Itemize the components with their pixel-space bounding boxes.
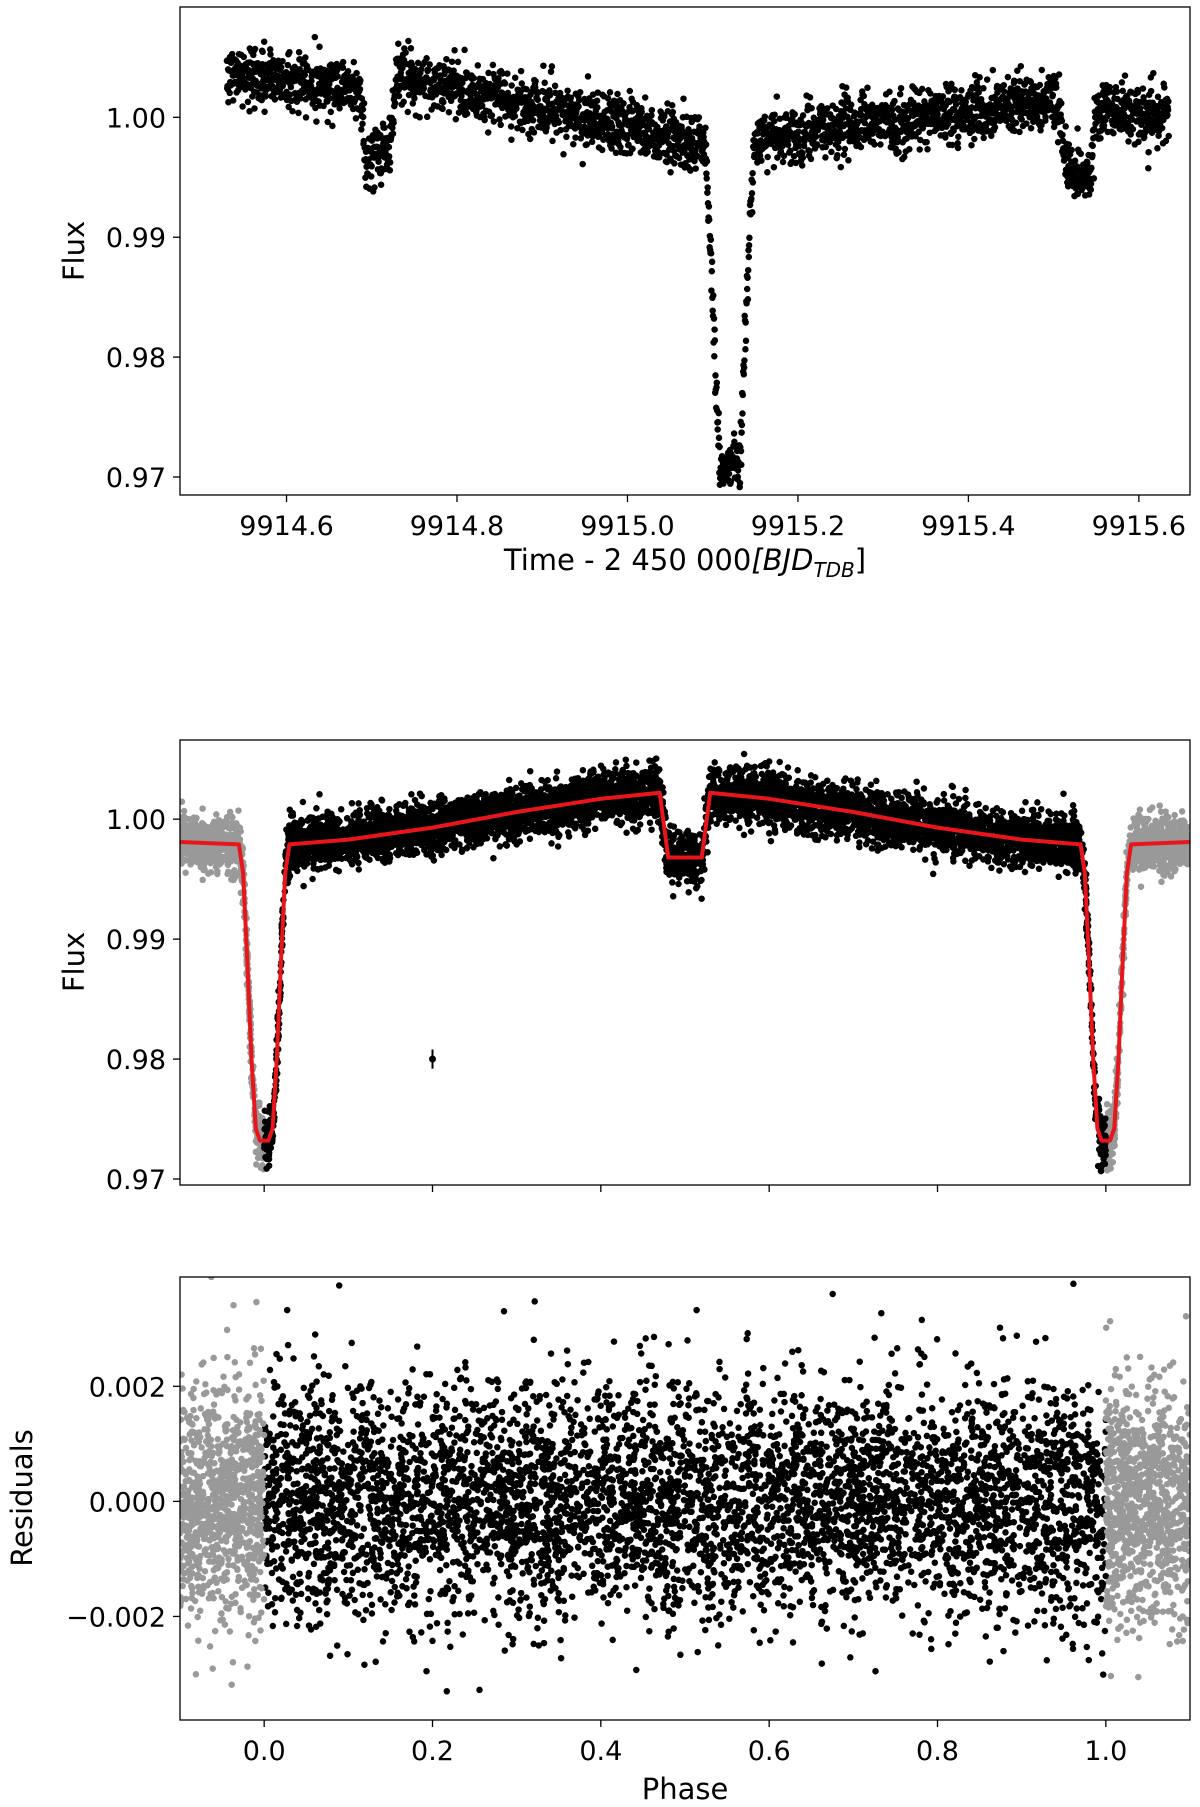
x-tick-label: 0.2 [411,1736,454,1767]
model-curve [180,790,1190,1143]
light-curve-x-axis-label: Time - 2 450 000[BJDTDB] [503,543,866,582]
light-curve-points [223,33,1172,491]
light-curve-panel: 9914.6 9914.8 9915.0 9915.2 9915.4 9915.6 0.97… [57,6,1191,582]
phase-folded-model [180,790,1190,1143]
residual-data-points [261,1280,1110,1695]
extended-phase-points-left [180,798,268,1173]
x-tick-label: 0.6 [748,1736,791,1767]
extended-residual-points [1102,1313,1190,1681]
x-tick-label: 0.0 [243,1736,286,1767]
residuals-ticks: 0.0 0.2 0.4 0.6 0.8 1.0 −0.002 0.000 0.002 [66,1372,1127,1767]
flux-data-points [223,33,1172,491]
phase-flux-points [261,750,1109,1175]
x-axis-label-subscript: TDB [813,558,854,582]
extended-residual-points [180,1277,268,1688]
x-tick-label: 9914.6 [239,511,333,542]
x-tick-label: 9915.0 [580,511,674,542]
x-tick-label: 1.0 [1084,1736,1127,1767]
y-tick-label: 0.98 [106,343,166,374]
y-tick-label: 1.00 [106,805,166,836]
x-axis-label-math: [BJD [751,543,813,577]
y-tick-label: 0.97 [106,1165,166,1196]
x-tick-label: 0.8 [916,1736,959,1767]
error-bar-point [429,1055,436,1063]
x-tick-label: 9914.8 [410,511,504,542]
x-tick-label: 9915.6 [1092,511,1186,542]
light-curve-ticks: 9914.6 9914.8 9915.0 9915.2 9915.4 9915.6 0.97… [106,103,1186,542]
phase-folded-ticks: 0.97 0.98 0.99 1.00 [106,805,1107,1196]
y-tick-label: −0.002 [66,1602,166,1633]
residuals-panel: 0.0 0.2 0.4 0.6 0.8 1.0 −0.002 0.000 0.002 Resid… [5,1276,1191,1806]
x-axis-label-main: Time - 2 450 000 [503,543,751,577]
y-tick-label: 0.98 [106,1045,166,1076]
y-tick-label: 0.002 [89,1372,166,1403]
residuals-x-axis-label: Phase [642,1772,729,1806]
light-curve-plot-frame [179,6,1191,496]
residuals-y-axis-label: Residuals [5,1429,39,1567]
phase-folded-plot-frame [179,739,1191,1186]
x-tick-label: 9915.2 [751,511,845,542]
phase-folded-panel: 0.97 0.98 0.99 1.00 Flux [57,739,1191,1196]
y-tick-label: 0.99 [106,223,166,254]
x-axis-label-close: ] [855,543,866,577]
x-tick-label: 0.4 [579,1736,622,1767]
y-tick-label: 0.97 [106,463,166,494]
y-tick-label: 0.000 [89,1487,166,1518]
residuals-plot-frame [179,1276,1191,1721]
residual-points [180,1277,1190,1695]
x-tick-label: 9915.4 [921,511,1015,542]
y-tick-label: 0.99 [106,925,166,956]
phase-folded-points [180,750,1190,1175]
y-tick-label: 1.00 [106,103,166,134]
extended-phase-points-right [1102,802,1190,1174]
phase-folded-y-axis-label: Flux [57,932,91,992]
light-curve-y-axis-label: Flux [57,221,91,281]
